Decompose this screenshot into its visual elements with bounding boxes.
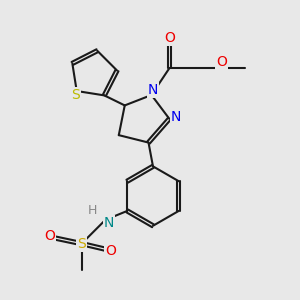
Text: N: N: [148, 83, 158, 97]
Text: O: O: [164, 31, 175, 45]
Text: O: O: [44, 229, 55, 243]
Text: S: S: [71, 88, 80, 103]
Text: O: O: [105, 244, 116, 258]
Text: O: O: [216, 55, 227, 69]
Text: N: N: [171, 110, 181, 124]
Text: N: N: [104, 216, 114, 230]
Text: H: H: [87, 204, 97, 218]
Text: S: S: [77, 237, 86, 250]
